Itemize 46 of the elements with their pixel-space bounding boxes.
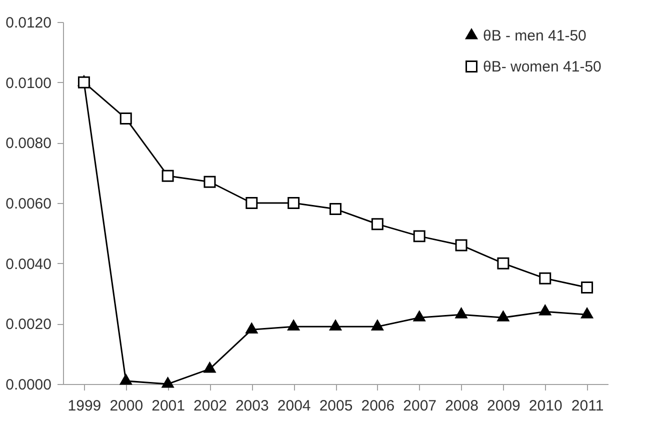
point <box>162 170 174 182</box>
x-tick-label: 2009 <box>487 398 520 414</box>
y-tick-label: 0.0040 <box>6 256 52 273</box>
x-tick-label: 2008 <box>445 398 478 414</box>
x-tick-label: 2001 <box>152 398 185 414</box>
x-tick-label: 2002 <box>194 398 227 414</box>
point <box>288 197 300 209</box>
y-tick-label: 0.0100 <box>6 74 52 92</box>
legend-label: θB- women 41-50 <box>483 58 602 76</box>
point <box>455 239 468 252</box>
x-tick-label: 2006 <box>361 398 395 414</box>
y-tick-label: 0.0020 <box>6 316 52 334</box>
x-tick-label: 2011 <box>571 398 604 414</box>
point <box>413 230 426 242</box>
legend-label: θB - men 41-50 <box>483 28 586 44</box>
x-tick-label: 1999 <box>68 398 102 414</box>
point <box>120 112 132 125</box>
point <box>539 304 552 316</box>
x-tick-label: 2004 <box>277 398 311 414</box>
point <box>162 377 174 388</box>
point <box>413 310 426 322</box>
x-tick-label: 2005 <box>319 398 353 414</box>
point <box>497 257 510 270</box>
point <box>497 310 510 322</box>
point <box>371 320 384 330</box>
point <box>204 362 216 373</box>
point <box>330 203 342 216</box>
point <box>246 322 258 334</box>
point <box>120 374 132 385</box>
x-tick-label: 2010 <box>528 398 562 414</box>
y-tick-label: 0.0060 <box>6 196 52 212</box>
x-tick-label: 2007 <box>403 398 437 414</box>
y-tick-label: 0.0000 <box>6 376 52 394</box>
y-tick-label: 0.0080 <box>6 135 52 152</box>
x-tick-label: 2000 <box>110 398 144 414</box>
point <box>581 308 594 318</box>
point <box>288 320 300 330</box>
point <box>581 281 594 294</box>
point <box>330 320 342 330</box>
point <box>371 218 384 230</box>
point <box>246 197 258 209</box>
point <box>539 272 552 284</box>
point <box>455 308 468 318</box>
y-tick-label: 0.0120 <box>6 14 52 32</box>
x-tick-label: 2003 <box>235 398 269 414</box>
point <box>204 176 216 188</box>
